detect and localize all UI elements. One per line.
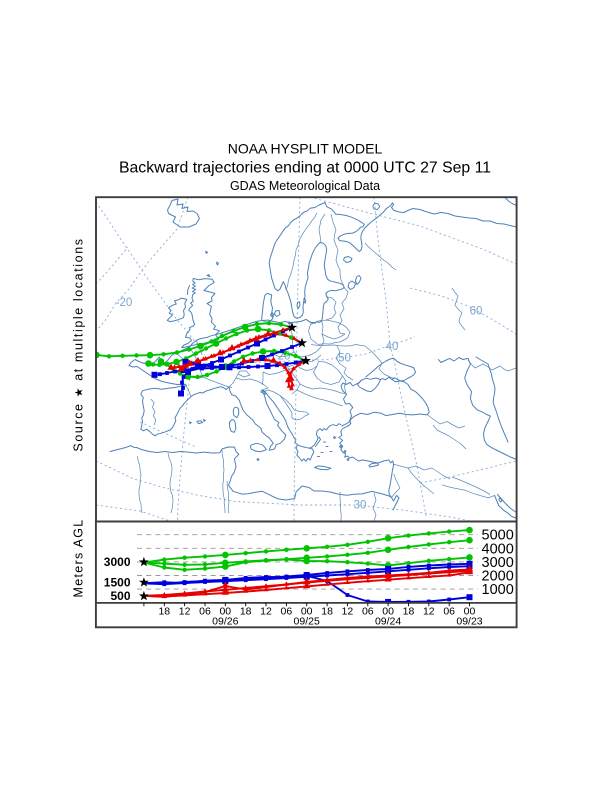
svg-text:00: 00 <box>382 606 394 618</box>
svg-text:5000: 5000 <box>482 528 514 544</box>
svg-text:3000: 3000 <box>482 555 514 571</box>
svg-text:60: 60 <box>470 306 483 318</box>
svg-text:12: 12 <box>179 606 191 618</box>
svg-text:Backward trajectories ending a: Backward trajectories ending at 0000 UTC… <box>119 160 491 177</box>
svg-text:12: 12 <box>342 606 354 618</box>
svg-text:1000: 1000 <box>482 582 514 598</box>
svg-text:06: 06 <box>443 606 455 618</box>
svg-text:09/25: 09/25 <box>294 616 320 628</box>
svg-text:09/26: 09/26 <box>212 616 238 628</box>
svg-text:NOAA HYSPLIT MODEL: NOAA HYSPLIT MODEL <box>228 141 383 157</box>
svg-text:06: 06 <box>281 606 293 618</box>
svg-text:18: 18 <box>158 606 170 618</box>
svg-text:1500: 1500 <box>104 575 131 589</box>
svg-text:12: 12 <box>260 606 272 618</box>
svg-text:06: 06 <box>362 606 374 618</box>
svg-text:09/23: 09/23 <box>456 616 482 628</box>
svg-text:18: 18 <box>240 606 252 618</box>
svg-text:Meters AGL: Meters AGL <box>71 519 85 598</box>
svg-text:-20: -20 <box>116 297 133 309</box>
svg-text:4000: 4000 <box>482 541 514 557</box>
svg-text:GDAS Meteorological Data: GDAS Meteorological Data <box>230 179 380 193</box>
svg-text:40: 40 <box>386 341 399 353</box>
svg-text:00: 00 <box>464 606 476 618</box>
svg-text:500: 500 <box>110 589 130 603</box>
svg-text:3000: 3000 <box>104 555 131 569</box>
svg-text:09/24: 09/24 <box>375 616 401 628</box>
svg-text:18: 18 <box>403 606 415 618</box>
svg-text:18: 18 <box>321 606 333 618</box>
svg-text:Source ★ at multiple locations: Source ★ at multiple locations <box>71 237 85 451</box>
svg-text:12: 12 <box>423 606 435 618</box>
svg-text:06: 06 <box>199 606 211 618</box>
svg-text:30: 30 <box>354 500 367 512</box>
svg-text:2000: 2000 <box>482 569 514 585</box>
svg-text:50: 50 <box>338 352 351 364</box>
svg-text:00: 00 <box>301 606 313 618</box>
svg-text:00: 00 <box>219 606 231 618</box>
